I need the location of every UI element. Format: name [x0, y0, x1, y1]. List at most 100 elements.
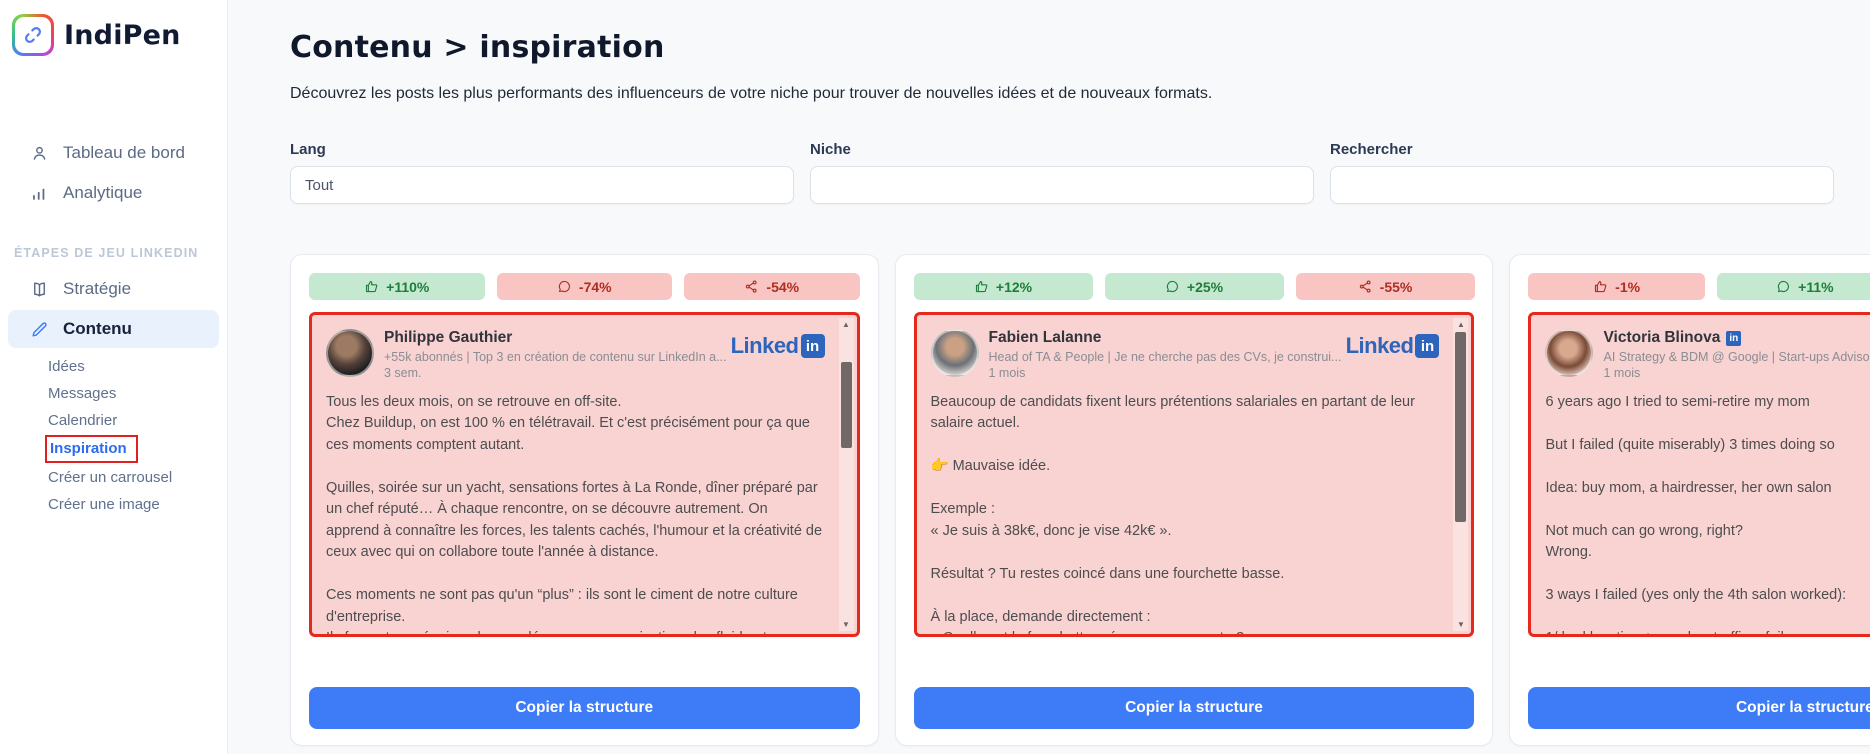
post-header: Fabien Lalanne Head of TA & People | Je … — [930, 329, 1438, 380]
page-title: Contenu > inspiration — [290, 30, 665, 65]
stat-value: +25% — [1186, 278, 1224, 295]
stat-value: -55% — [1379, 278, 1413, 295]
linkedin-in-icon: in — [1415, 334, 1440, 358]
author-name: Philippe Gauthier — [384, 329, 513, 346]
sidebar-item-strategie[interactable]: Stratégie — [8, 270, 219, 308]
sidebar-item-calendrier[interactable]: Calendrier — [48, 412, 118, 429]
likes-stat-badge: +12% — [913, 273, 1093, 300]
author-name: Victoria Blinova — [1603, 329, 1721, 346]
sidebar: IndiPen Tableau de bord Analytique ÉTAPE… — [0, 0, 228, 754]
search-input[interactable] — [1330, 166, 1834, 204]
book-icon — [34, 281, 45, 297]
linkedin-wordmark: Linked — [730, 333, 799, 358]
post-card: +110% -74% -54% Philippe Gauthier +55k a… — [290, 254, 879, 746]
share-icon — [1359, 280, 1371, 293]
thumbs-up-icon — [975, 280, 988, 293]
stat-value: +12% — [995, 278, 1033, 295]
post-time: 3 sem. — [384, 366, 422, 380]
post-preview[interactable]: Fabien Lalanne Head of TA & People | Je … — [913, 312, 1475, 637]
sidebar-item-analytique[interactable]: Analytique — [8, 174, 219, 212]
linkedin-badge-icon: in — [1726, 330, 1742, 346]
avatar — [1545, 329, 1594, 377]
page-subtitle: Découvrez les posts les plus performants… — [290, 85, 1213, 102]
likes-stat-badge: +110% — [309, 273, 485, 300]
comment-icon — [1778, 280, 1790, 293]
scroll-up-icon[interactable]: ▲ — [842, 320, 850, 329]
sidebar-item-label: Contenu — [63, 319, 132, 338]
stats-row: +12% +25% -55% — [913, 273, 1475, 300]
sidebar-item-contenu[interactable]: Contenu — [8, 310, 219, 348]
pencil-icon — [32, 321, 47, 337]
comments-stat-badge: +25% — [1104, 273, 1284, 300]
sidebar-item-tableau-de-bord[interactable]: Tableau de bord — [8, 134, 219, 172]
niche-input[interactable] — [810, 166, 1314, 204]
main-content: Contenu > inspiration Découvrez les post… — [228, 0, 1870, 754]
comment-icon — [558, 280, 570, 293]
filter-lang: Lang — [290, 141, 794, 204]
post-time: 1 mois — [988, 366, 1026, 380]
author-headline: Head of TA & People | Je ne cherche pas … — [988, 350, 1342, 364]
sidebar-section-label: ÉTAPES DE JEU LINKEDIN — [14, 246, 199, 260]
thumbs-up-icon — [366, 280, 378, 293]
post-preview[interactable]: Philippe Gauthier +55k abonnés | Top 3 e… — [309, 312, 860, 637]
author-headline: AI Strategy & BDM @ Google | Start-ups A… — [1603, 350, 1870, 364]
author-info: Fabien Lalanne Head of TA & People | Je … — [989, 329, 1342, 380]
sidebar-item-label: Stratégie — [63, 279, 132, 298]
sidebar-item-messages[interactable]: Messages — [48, 385, 117, 402]
share-icon — [746, 280, 757, 293]
user-icon — [33, 146, 46, 160]
comments-stat-badge: +11% — [1716, 273, 1870, 300]
shares-stat-badge: -54% — [684, 273, 860, 300]
stat-value: -74% — [578, 278, 612, 295]
rechercher-label: Rechercher — [1330, 141, 1413, 158]
scroll-up-icon[interactable]: ▲ — [1457, 320, 1465, 329]
author-name: Fabien Lalanne — [988, 329, 1102, 346]
post-card: -1% +11% +46% Victoria Blinova — [1509, 254, 1870, 746]
scroll-down-icon[interactable]: ▼ — [842, 620, 850, 629]
avatar — [326, 329, 374, 377]
sidebar-item-inspiration[interactable]: Inspiration — [45, 435, 138, 463]
copy-structure-button[interactable]: Copier la structure — [1528, 687, 1870, 729]
sidebar-item-idees[interactable]: Idées — [48, 358, 85, 375]
linkedin-logo: Linked in — [1346, 333, 1440, 359]
post-preview[interactable]: Victoria Blinova in AI Strategy & BDM @ … — [1528, 312, 1870, 637]
post-header: Victoria Blinova in AI Strategy & BDM @ … — [1545, 329, 1870, 380]
likes-stat-badge: -1% — [1528, 273, 1705, 300]
bar-chart-icon — [33, 188, 45, 200]
copy-structure-button[interactable]: Copier la structure — [309, 687, 860, 729]
scrollbar-thumb[interactable] — [1455, 332, 1467, 522]
post-body: 6 years ago I tried to semi-retire my mo… — [1545, 394, 1847, 634]
copy-structure-button[interactable]: Copier la structure — [913, 687, 1475, 729]
inspiration-cards: +110% -74% -54% Philippe Gauthier +55k a… — [290, 254, 1870, 746]
lang-select[interactable] — [290, 166, 794, 204]
contenu-subnav: Idées Messages Calendrier Inspiration Cr… — [45, 354, 227, 517]
lang-label: Lang — [290, 141, 326, 158]
stat-value: -1% — [1615, 278, 1641, 295]
scrollbar-thumb[interactable] — [840, 362, 852, 448]
linkedin-in-icon: in — [800, 334, 825, 358]
app-logo[interactable]: IndiPen — [0, 10, 227, 60]
post-scrollbar[interactable]: ▲ ▼ — [1453, 318, 1469, 631]
post-scrollbar[interactable]: ▲ ▼ — [838, 318, 854, 631]
comment-icon — [1166, 280, 1178, 293]
comments-stat-badge: -74% — [496, 273, 672, 300]
filter-rechercher: Rechercher — [1330, 141, 1834, 204]
thumbs-up-icon — [1595, 280, 1607, 293]
linkedin-wordmark: Linked — [1345, 333, 1414, 358]
author-info: Philippe Gauthier +55k abonnés | Top 3 e… — [384, 329, 727, 380]
link-icon — [12, 14, 54, 56]
filter-bar: Lang Niche Rechercher — [290, 141, 1834, 204]
stat-value: +11% — [1798, 278, 1834, 295]
sidebar-item-label: Analytique — [63, 183, 143, 202]
author-headline: +55k abonnés | Top 3 en création de cont… — [384, 350, 727, 364]
sidebar-item-creer-un-carrousel[interactable]: Créer un carrousel — [48, 469, 173, 486]
post-time: 1 mois — [1603, 366, 1641, 380]
post-card: +12% +25% -55% Fabien Lalanne Head of TA… — [894, 254, 1494, 746]
post-body: Beaucoup de candidats fixent leurs préte… — [930, 394, 1415, 634]
linkedin-logo: Linked in — [731, 333, 825, 359]
sidebar-item-creer-une-image[interactable]: Créer une image — [48, 496, 160, 513]
post-body: Tous les deux mois, on se retrouve en of… — [326, 394, 823, 634]
sidebar-item-label: Tableau de bord — [63, 143, 185, 162]
scroll-down-icon[interactable]: ▼ — [1457, 620, 1465, 629]
post-header: Philippe Gauthier +55k abonnés | Top 3 e… — [326, 329, 823, 380]
